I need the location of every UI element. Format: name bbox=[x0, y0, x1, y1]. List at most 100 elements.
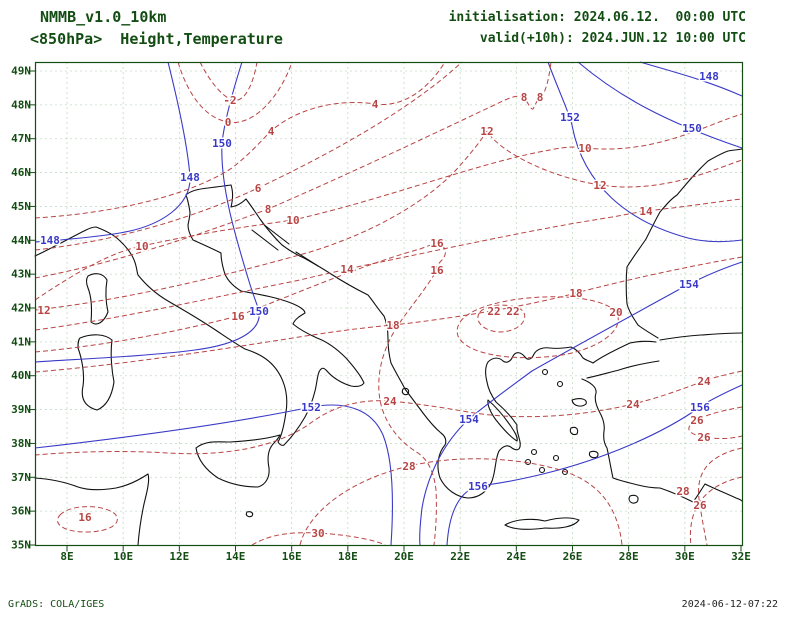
temp-contour-30 bbox=[251, 532, 386, 546]
temp-label-10: 10 bbox=[578, 142, 591, 155]
height-label-148: 148 bbox=[40, 234, 60, 247]
height-label-150: 150 bbox=[212, 137, 232, 150]
height-label-156: 156 bbox=[690, 401, 710, 414]
temp-label-24: 24 bbox=[383, 395, 397, 408]
lat-label-41N: 41N bbox=[11, 335, 31, 348]
temp-contour-6 bbox=[34, 61, 463, 251]
temp-label-6: 6 bbox=[255, 182, 262, 195]
temp-contour-28-central bbox=[299, 458, 623, 546]
height-contour-150-w bbox=[34, 61, 260, 363]
lon-label-24E: 24E bbox=[506, 550, 526, 563]
height-contour-156 bbox=[446, 384, 743, 546]
temp-label-24: 24 bbox=[697, 375, 711, 388]
graticule-grid bbox=[35, 62, 743, 546]
island-cyclades-1 bbox=[524, 458, 532, 466]
temp-contour-18 bbox=[34, 256, 743, 373]
lon-label-20E: 20E bbox=[394, 550, 414, 563]
temp-label-18: 18 bbox=[386, 319, 399, 332]
temp-contour-22-loop bbox=[477, 304, 526, 333]
temp-label-18: 18 bbox=[569, 287, 582, 300]
lon-label-28E: 28E bbox=[619, 550, 639, 563]
temp-label-16: 16 bbox=[231, 310, 245, 323]
lon-label-12E: 12E bbox=[169, 550, 189, 563]
lat-label-44N: 44N bbox=[11, 234, 31, 247]
coast-anatolia-north bbox=[659, 332, 743, 341]
temp-contour-0 bbox=[177, 61, 293, 123]
height-contour-152-s bbox=[34, 404, 394, 546]
temp-contour-10 bbox=[34, 113, 743, 301]
coast-north-africa bbox=[34, 473, 150, 546]
lon-label-10E: 10E bbox=[113, 550, 133, 563]
temp-label-26: 26 bbox=[697, 431, 711, 444]
island-euboea bbox=[487, 399, 518, 442]
temp-label-26: 26 bbox=[690, 414, 704, 427]
temp-contour-neg2 bbox=[199, 61, 258, 101]
temp-contour-20-loop bbox=[456, 296, 619, 359]
coastlines bbox=[34, 148, 743, 546]
lon-label-22E: 22E bbox=[450, 550, 470, 563]
lat-label-36N: 36N bbox=[11, 505, 31, 518]
lat-label-37N: 37N bbox=[11, 471, 31, 484]
island-north-aegean-2 bbox=[556, 380, 564, 388]
temp-label-30: 30 bbox=[311, 527, 324, 540]
lon-label-8E: 8E bbox=[60, 550, 73, 563]
height-label-148: 148 bbox=[180, 171, 200, 184]
coast-black-sea-west bbox=[625, 148, 743, 339]
coast-balkans-greece bbox=[230, 184, 657, 499]
islands-dalmatia-2 bbox=[262, 223, 290, 245]
lon-label-26E: 26E bbox=[563, 550, 583, 563]
temp-contour-14 bbox=[34, 198, 743, 331]
height-label-152: 152 bbox=[560, 111, 580, 124]
height-contour-148-ne bbox=[639, 61, 743, 97]
temp-contour-26-se bbox=[698, 447, 743, 546]
height-label-154: 154 bbox=[679, 278, 699, 291]
temp-label-12: 12 bbox=[593, 179, 606, 192]
lat-label-42N: 42N bbox=[11, 301, 31, 314]
temp-label-14: 14 bbox=[340, 263, 354, 276]
init-time: initialisation: 2024.06.12. 00:00 UTC bbox=[448, 10, 746, 25]
temp-label-24: 24 bbox=[626, 398, 640, 411]
height-contour-150-ne bbox=[577, 61, 743, 149]
temp-contour-16 bbox=[34, 242, 446, 546]
lon-label-32E: 32E bbox=[731, 550, 751, 563]
temp-label--2: -2 bbox=[223, 94, 236, 107]
map-frame bbox=[34, 61, 744, 547]
island-lesbos bbox=[571, 398, 587, 407]
creation-timestamp: 2024-06-12-07:22 bbox=[681, 599, 778, 610]
temp-label-4: 4 bbox=[268, 125, 275, 138]
islands-dalmatia-1 bbox=[251, 229, 279, 251]
height-label-148: 148 bbox=[699, 70, 719, 83]
island-crete bbox=[504, 517, 580, 530]
lat-label-46N: 46N bbox=[11, 166, 31, 179]
lat-label-45N: 45N bbox=[11, 200, 31, 213]
temp-label-12: 12 bbox=[480, 125, 493, 138]
temp-label-22: 22 bbox=[506, 305, 519, 318]
island-cyclades-2 bbox=[538, 466, 546, 474]
lon-label-14E: 14E bbox=[226, 550, 246, 563]
temp-label-16: 16 bbox=[430, 237, 444, 250]
height-contour-148-nw bbox=[34, 61, 191, 243]
temp-label-20: 20 bbox=[609, 306, 622, 319]
temp-label-16: 16 bbox=[78, 511, 92, 524]
island-samos bbox=[588, 450, 599, 459]
island-cyclades-3 bbox=[552, 454, 560, 462]
island-sicily bbox=[195, 434, 281, 488]
temp-label-16: 16 bbox=[430, 264, 444, 277]
height-contour-152-ne bbox=[547, 61, 743, 243]
lat-label-43N: 43N bbox=[11, 268, 31, 281]
temp-label-8: 8 bbox=[537, 91, 544, 104]
temp-contour-26-tongue bbox=[688, 406, 743, 440]
lat-label-35N: 35N bbox=[11, 538, 31, 551]
temp-label-12: 12 bbox=[37, 304, 50, 317]
coast-marmara-south bbox=[586, 360, 660, 379]
temp-contour-16-pocket bbox=[57, 506, 118, 533]
temp-contour-4 bbox=[34, 61, 446, 219]
lon-label-18E: 18E bbox=[338, 550, 358, 563]
field-title: <850hPa> Height,Temperature bbox=[30, 30, 283, 48]
height-contours bbox=[34, 61, 743, 546]
temp-label-22: 22 bbox=[487, 305, 500, 318]
height-label-154: 154 bbox=[459, 413, 479, 426]
lat-label-49N: 49N bbox=[11, 65, 31, 78]
